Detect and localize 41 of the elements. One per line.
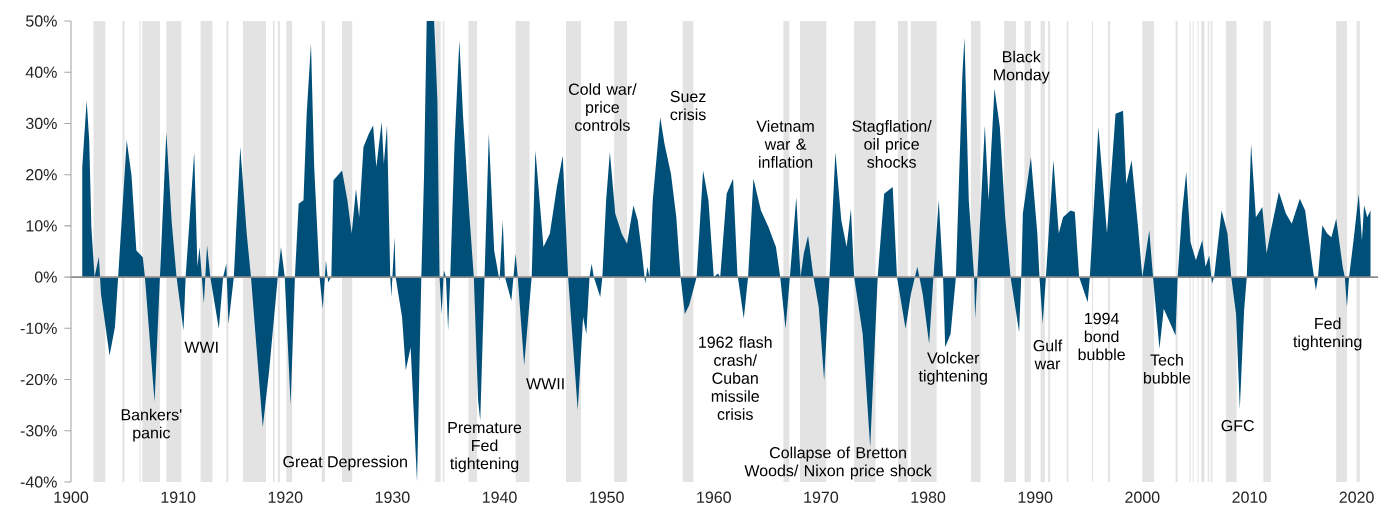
y-tick-label: -40% (20, 476, 57, 488)
annotation: Stagflation/ oil price shocks (852, 120, 932, 168)
x-tick-label: 1900 (54, 491, 89, 503)
x-tick-label: 1930 (375, 491, 410, 503)
y-tick-label: 20% (26, 169, 57, 181)
y-tick-label: -30% (20, 425, 57, 437)
annotation: WWII (526, 378, 564, 390)
x-tick-label: 1910 (161, 491, 196, 503)
x-tick-label: 2020 (1339, 491, 1374, 503)
annotation: Bankers' panic (121, 408, 182, 442)
x-tick-label: 2000 (1125, 491, 1160, 503)
y-tick-label: 0% (34, 271, 57, 283)
annotation: Great Depression (283, 455, 407, 471)
annotation: 1994 bond bubble (1078, 312, 1125, 361)
annotation: GFC (1221, 420, 1254, 432)
annotation: WWI (184, 341, 218, 353)
x-tick-label: 1980 (911, 491, 946, 503)
x-tick-label: 1950 (590, 491, 624, 503)
y-tick-label: -20% (20, 373, 57, 386)
x-tick-label: 1920 (268, 491, 303, 503)
annotation: Fed tightening (1293, 317, 1362, 351)
annotation: Cold war/ price controls (568, 83, 637, 131)
x-tick-label: 1960 (697, 491, 731, 503)
y-tick-label: -10% (20, 322, 57, 334)
annotation: 1962 flash crash/ Cuban missile crisis (699, 336, 772, 420)
annotation: Suez crisis (670, 90, 706, 121)
annotation: Premature Fed tightening (448, 422, 522, 473)
x-tick-label: 1940 (482, 491, 517, 503)
x-tick-label: 1990 (1018, 491, 1053, 503)
annotation: Collapse of Bretton Woods/ Nixon price shock (744, 446, 932, 480)
y-tick-label: 10% (26, 220, 57, 232)
y-tick-label: 30% (25, 117, 57, 130)
annotation: Gulf war (1033, 339, 1063, 370)
annotation: Volcker tightening (918, 351, 987, 385)
y-tick-label: 40% (25, 66, 57, 78)
annotation: Vietnam war & inflation (756, 120, 814, 168)
annotation: Tech bubble (1143, 353, 1191, 384)
annotation: Black Monday (994, 50, 1050, 84)
x-tick-label: 1970 (804, 491, 839, 503)
x-tick-label: 2010 (1232, 491, 1267, 503)
y-tick-label: 50% (26, 15, 57, 27)
